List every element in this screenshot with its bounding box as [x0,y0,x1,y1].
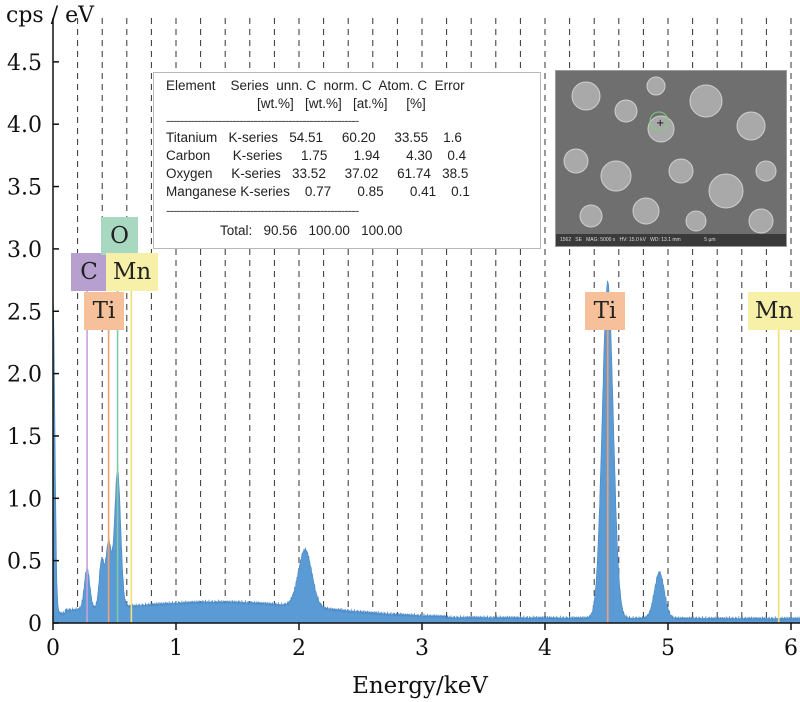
sem-info-bar: 1562 SE MAG: 5000 x HV: 15.0 kV WD: 13.1… [556,234,786,246]
x-tick-label: 2 [292,636,306,661]
y-tick-label: 1.0 [7,487,42,512]
x-axis-ticks: 0 1 2 3 4 5 6 [46,623,798,661]
axes [52,18,800,624]
element-label-c: C [71,253,107,291]
y-tick-label: 1.5 [7,425,42,450]
element-label-ti: Ti [84,292,124,330]
sem-image: + 1562 SE MAG: 5000 x HV: 15.0 kV WD: 13… [555,70,787,247]
y-axis-title: cps / eV [6,3,95,28]
table-header-1: Element Series unn. C norm. C Atom. C Er… [166,78,465,93]
table-row: Carbon K-series 1.75 1.94 4.30 0.4 [166,148,467,163]
y-tick-label: 3.0 [7,238,42,263]
table-row: Manganese K-series 0.77 0.85 0.41 0.1 [166,184,470,199]
y-tick-label: 3.5 [7,176,42,201]
y-tick-label: 4.5 [7,51,42,76]
x-tick-label: 4 [538,636,552,661]
x-tick-label: 6 [784,636,798,661]
element-label-mn: Mn [748,292,800,330]
element-label-o: O [101,217,138,255]
quantification-table: Element Series unn. C norm. C Atom. C Er… [153,72,541,249]
table-row: Oxygen K-series 33.52 37.02 61.74 38.5 [166,166,469,181]
element-lines [86,253,780,623]
x-tick-label: 0 [46,636,60,661]
y-tick-label: 2.5 [7,300,42,325]
y-tick-label: 0.5 [7,550,42,575]
element-label-ti: Ti [585,292,625,330]
y-tick-label: 4.0 [7,113,42,138]
y-tick-label: 0 [28,612,42,637]
y-axis-ticks: 0 0.5 1.0 1.5 2.0 2.5 3.0 3.5 4.0 4.5 [7,51,59,637]
table-divider: ----------------------------------------… [166,113,359,128]
table-total: Total: 90.56 100.00 100.00 [220,223,403,238]
element-label-mn: Mn [106,253,158,291]
x-tick-label: 1 [169,636,183,661]
sem-micrograph: + [556,71,786,234]
spectrum-area [52,280,800,624]
x-axis-title: Energy/keV [352,673,488,699]
svg-text:+: + [656,118,664,129]
table-divider-2: ----------------------------------------… [166,203,359,218]
x-tick-label: 3 [415,636,429,661]
x-tick-label: 5 [661,636,675,661]
table-header-2: [wt.%] [wt.%] [at.%] [%] [257,96,426,111]
y-tick-label: 2.0 [7,363,42,388]
table-row: Titanium K-series 54.51 60.20 33.55 1.6 [166,130,462,145]
